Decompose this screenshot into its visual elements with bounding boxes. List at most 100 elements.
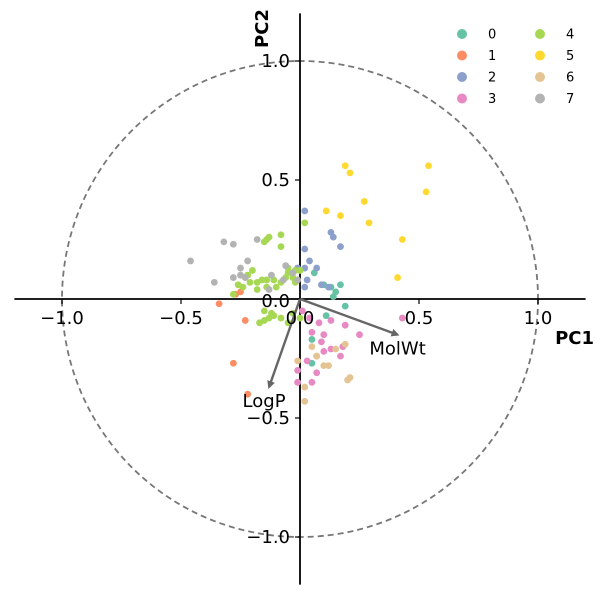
loading-vectors-layer: MolWt LogP xyxy=(243,297,426,412)
axes-layer xyxy=(14,13,586,585)
legend-label-3: 3 xyxy=(488,92,496,107)
point-cluster-5 xyxy=(322,207,330,215)
point-cluster-7 xyxy=(282,262,290,270)
legend-label-4: 4 xyxy=(566,28,574,43)
point-cluster-4 xyxy=(265,233,273,241)
point-cluster-7 xyxy=(229,240,237,248)
point-cluster-7 xyxy=(265,286,273,293)
point-cluster-3 xyxy=(308,328,316,336)
point-cluster-3 xyxy=(313,369,321,377)
point-cluster-3 xyxy=(308,378,316,386)
point-cluster-1 xyxy=(241,317,249,324)
point-cluster-3 xyxy=(327,345,335,353)
point-cluster-7 xyxy=(187,257,194,265)
x-tick-label: −1.0 xyxy=(40,308,84,329)
loading-label-logp: LogP xyxy=(243,391,286,412)
point-cluster-5 xyxy=(365,219,373,227)
x-tick-label: 0.5 xyxy=(405,308,434,329)
point-cluster-1 xyxy=(215,300,223,308)
point-cluster-0 xyxy=(308,336,316,343)
point-cluster-7 xyxy=(244,257,252,265)
y-tick-label: 0.5 xyxy=(261,170,290,191)
point-cluster-6 xyxy=(301,397,309,405)
point-cluster-7 xyxy=(279,276,287,284)
legend-label-5: 5 xyxy=(566,49,574,64)
legend-marker-5 xyxy=(535,50,545,61)
point-cluster-7 xyxy=(253,236,261,243)
y-tick-label: −1.0 xyxy=(246,527,290,548)
point-cluster-6 xyxy=(341,340,349,348)
point-cluster-4 xyxy=(301,219,309,227)
legend-marker-2 xyxy=(457,72,467,82)
point-cluster-3 xyxy=(306,314,313,322)
point-cluster-3 xyxy=(337,352,344,360)
y-tick-label: 0.0 xyxy=(261,291,290,312)
x-axis-label: PC1 xyxy=(555,328,594,349)
point-cluster-2 xyxy=(318,281,325,289)
point-cluster-5 xyxy=(422,188,430,196)
point-cluster-4 xyxy=(246,278,254,286)
point-cluster-3 xyxy=(303,357,311,365)
point-cluster-1 xyxy=(229,359,237,367)
point-cluster-4 xyxy=(296,314,304,322)
tick-labels-layer: −1.0 −0.5 0.0 0.5 1.0 −1.0 −0.5 0.0 0.5 1.0 xyxy=(40,51,552,548)
point-cluster-6 xyxy=(320,362,328,370)
point-cluster-3 xyxy=(398,314,406,322)
point-cluster-0 xyxy=(322,312,330,320)
point-cluster-3 xyxy=(318,338,325,346)
point-cluster-7 xyxy=(237,264,244,272)
y-axis-label: PC2 xyxy=(252,9,273,48)
point-cluster-4 xyxy=(260,307,268,315)
point-cluster-6 xyxy=(332,345,340,353)
point-cluster-7 xyxy=(210,278,218,286)
point-cluster-4 xyxy=(272,283,280,291)
legend-label-1: 1 xyxy=(488,49,496,64)
point-cluster-4 xyxy=(277,243,285,251)
point-cluster-7 xyxy=(241,274,249,281)
point-cluster-4 xyxy=(239,283,247,291)
y-tick-label: 1.0 xyxy=(261,51,290,72)
point-cluster-2 xyxy=(301,283,309,291)
legend: 0 1 2 3 4 5 6 7 xyxy=(457,28,574,107)
point-cluster-7 xyxy=(220,238,228,246)
point-cluster-5 xyxy=(394,274,401,281)
point-cluster-2 xyxy=(301,245,309,253)
point-cluster-3 xyxy=(356,331,363,339)
point-cluster-2 xyxy=(325,283,332,291)
legend-marker-7 xyxy=(535,93,545,104)
point-cluster-5 xyxy=(425,162,432,170)
point-cluster-1 xyxy=(244,390,252,398)
point-cluster-7 xyxy=(289,269,297,277)
point-cluster-6 xyxy=(344,376,351,384)
point-cluster-4 xyxy=(296,267,304,274)
loading-vector-logp xyxy=(267,298,302,389)
point-cluster-0 xyxy=(337,281,344,289)
point-cluster-3 xyxy=(320,347,328,355)
point-cluster-4 xyxy=(277,231,285,239)
point-cluster-2 xyxy=(301,207,309,215)
point-cluster-3 xyxy=(315,319,323,327)
point-cluster-6 xyxy=(301,383,309,391)
point-cluster-3 xyxy=(320,331,328,339)
loading-label-molwt: MolWt xyxy=(369,339,425,360)
point-cluster-7 xyxy=(294,276,302,284)
point-cluster-3 xyxy=(327,317,335,324)
point-cluster-5 xyxy=(360,198,368,205)
x-tick-label: 0.0 xyxy=(286,308,315,329)
point-cluster-4 xyxy=(249,267,256,274)
legend-marker-1 xyxy=(457,50,467,61)
point-cluster-4 xyxy=(253,278,261,286)
point-cluster-6 xyxy=(294,357,302,365)
legend-marker-3 xyxy=(457,93,467,104)
legend-label-2: 2 xyxy=(488,71,496,86)
point-cluster-6 xyxy=(308,343,316,350)
point-cluster-2 xyxy=(303,276,311,284)
x-tick-label: 1.0 xyxy=(524,308,553,329)
point-cluster-5 xyxy=(398,236,406,243)
point-cluster-3 xyxy=(294,367,302,374)
legend-marker-4 xyxy=(535,29,545,39)
legend-label-0: 0 xyxy=(488,28,496,43)
loading-vector-molwt xyxy=(299,297,400,337)
point-cluster-4 xyxy=(277,314,285,322)
